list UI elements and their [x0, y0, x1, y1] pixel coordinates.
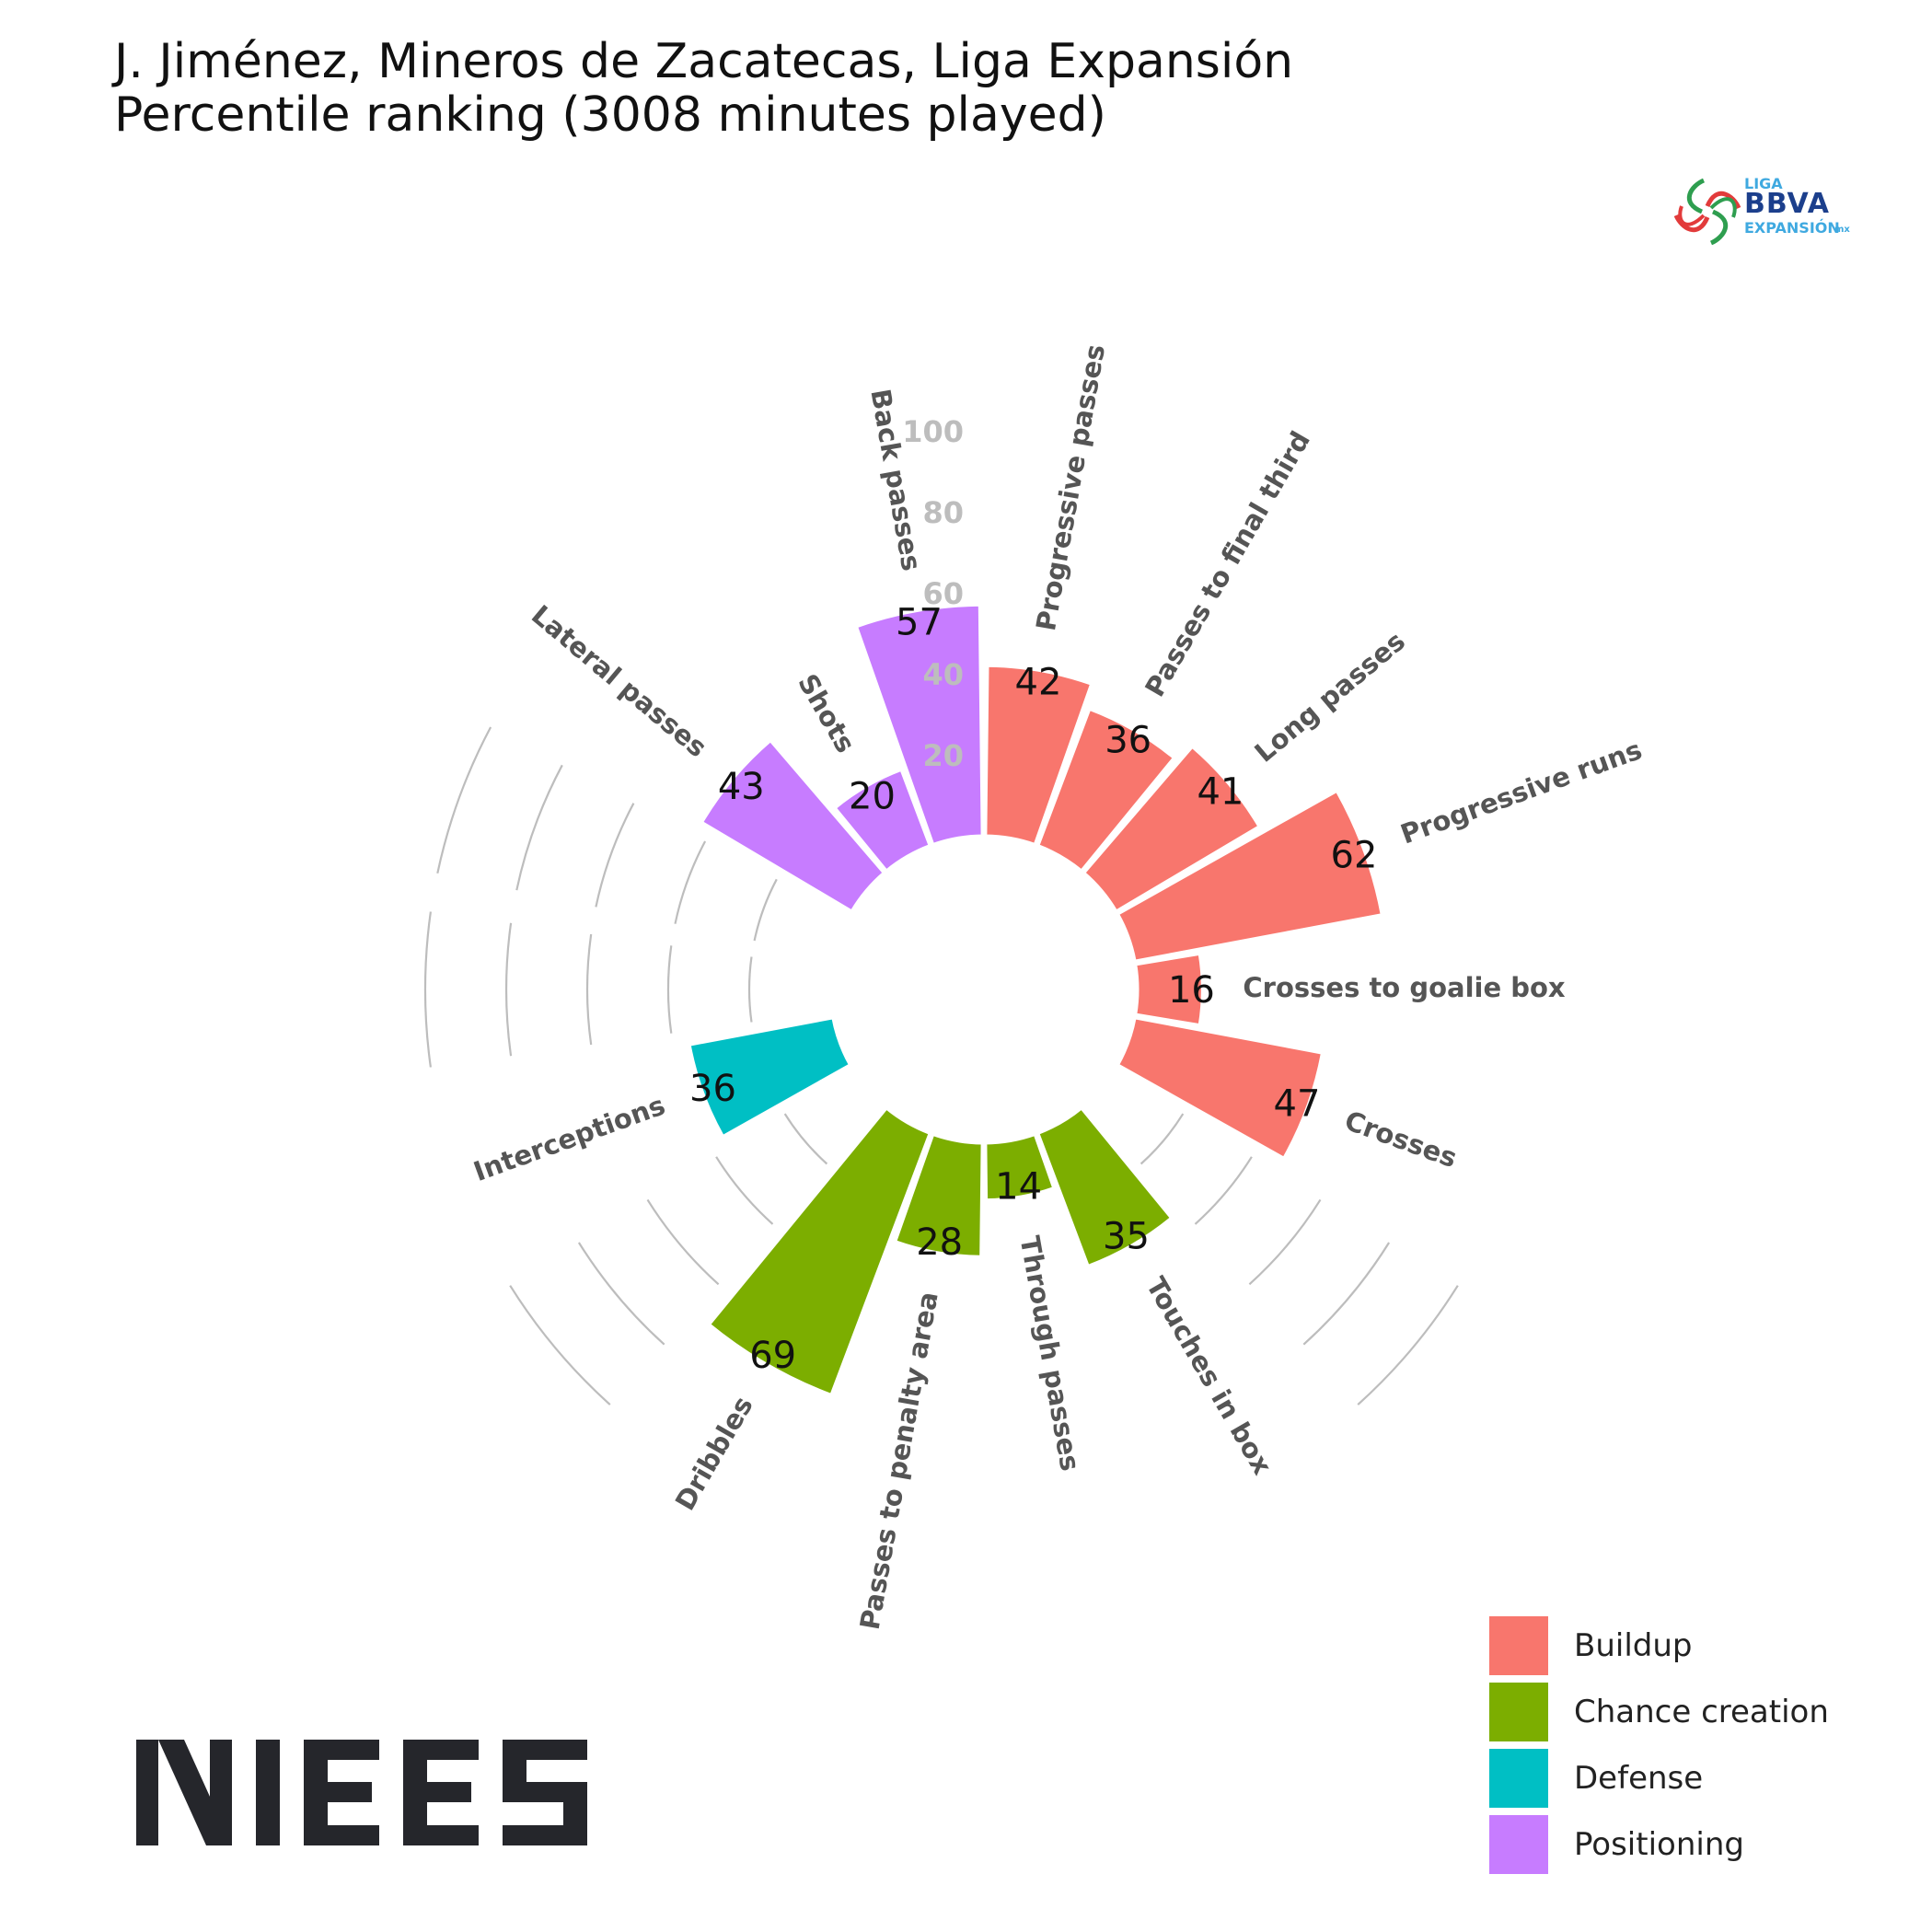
value-label-touches-in-box: 35: [1103, 1216, 1150, 1258]
mx-word: mx: [1834, 225, 1850, 235]
value-label-shots: 20: [849, 776, 896, 818]
bbva-word: BBVA: [1744, 188, 1830, 220]
bar-through-passes: [984, 1132, 1056, 1202]
grid-arc: [1302, 1242, 1391, 1346]
bar-lateral-passes: [700, 738, 886, 913]
value-labels: 42 36 41 62 16 47 35 14 28 69 36 43 20 57: [689, 601, 1377, 1377]
metric-label-crosses: Crosses: [1340, 1105, 1461, 1174]
legend-item-positioning: Positioning: [1489, 1811, 1829, 1878]
legend-label-defense: Defense: [1574, 1760, 1704, 1797]
chart-title: J. Jiménez, Mineros de Zacatecas, Liga E…: [114, 35, 1293, 142]
grid-arc: [515, 764, 563, 891]
value-label-long-passes: 41: [1197, 770, 1244, 813]
metric-label-dribbles: Dribbles: [669, 1391, 759, 1515]
metric-label-crosses-to-goalie-box: Crosses to goalie box: [1243, 972, 1566, 1003]
grid-arc: [753, 878, 778, 942]
metric-label-passes-to-final-third: Passes to final third: [1139, 426, 1316, 702]
legend-label-chance-creation: Chance creation: [1574, 1694, 1829, 1730]
legend-label-positioning: Positioning: [1574, 1826, 1744, 1863]
value-label-lateral-passes: 43: [718, 766, 765, 808]
bar-progressive-runs: [1116, 789, 1383, 963]
grid-arc: [1194, 1156, 1253, 1225]
legend-swatch-buildup: [1489, 1616, 1548, 1675]
metric-labels: Progressive passes Passes to final thirdL…: [469, 342, 1646, 1633]
bar-dribbles: [707, 1105, 932, 1397]
value-label-dribbles: 69: [749, 1335, 796, 1377]
value-label-crosses-to-goalie-box: 16: [1168, 969, 1215, 1012]
radial-tick-label: 40: [922, 657, 964, 692]
title-line-1: J. Jiménez, Mineros de Zacatecas, Liga E…: [114, 34, 1294, 89]
radial-tick-labels: 20 40 60 80 100: [902, 414, 964, 773]
value-label-passes-to-final-third: 36: [1105, 720, 1151, 762]
value-label-back-passes: 57: [896, 601, 943, 643]
metric-label-shots: Shots: [792, 668, 862, 758]
bar-shots: [833, 768, 932, 873]
legend: Buildup Chance creation Defense Position…: [1489, 1613, 1829, 1878]
grid-arc: [509, 1285, 611, 1406]
bar-touches-in-box: [1035, 1105, 1174, 1268]
legend-swatch-defense: [1489, 1749, 1548, 1808]
bar-progressive-passes: [984, 664, 1093, 847]
metric-label-passes-to-penalty-area: Passes to penalty area: [854, 1290, 944, 1632]
bar-passes-to-penalty-area: [893, 1132, 984, 1258]
value-label-passes-to-penalty-area: 28: [916, 1221, 963, 1264]
grid-arc: [577, 1242, 665, 1346]
radial-tick-label: 80: [922, 495, 964, 530]
value-label-progressive-runs: 62: [1331, 835, 1378, 877]
value-label-crosses: 47: [1274, 1083, 1321, 1126]
grid-arc: [504, 922, 513, 1057]
metric-label-through-passes: Through passes: [1014, 1233, 1086, 1474]
expansion-word: EXPANSIÓN: [1744, 219, 1840, 237]
legend-item-defense: Defense: [1489, 1745, 1829, 1811]
metric-label-touches-in-box: Touches in box: [1140, 1272, 1278, 1480]
grid-arc: [715, 1156, 774, 1225]
grid-arc: [423, 911, 432, 1068]
liga-word: LIGA: [1744, 175, 1783, 192]
metric-label-progressive-passes: Progressive passes: [1030, 342, 1111, 633]
bar-interceptions: [688, 1016, 852, 1139]
grid-arc: [595, 803, 635, 908]
bar-long-passes: [1082, 745, 1261, 913]
bars: [688, 603, 1383, 1397]
grid-arc: [585, 933, 593, 1046]
grid-arcs: [423, 726, 1459, 1406]
bar-crosses: [1116, 1016, 1325, 1161]
legend-item-chance-creation: Chance creation: [1489, 1679, 1829, 1745]
legend-label-buildup: Buildup: [1574, 1627, 1693, 1664]
grid-arc: [747, 956, 753, 1023]
grid-arc: [783, 1113, 828, 1165]
legend-swatch-positioning: [1489, 1815, 1548, 1874]
value-label-interceptions: 36: [689, 1068, 736, 1110]
metric-label-interceptions: Interceptions: [469, 1089, 669, 1187]
radial-tick-label: 20: [922, 738, 964, 773]
radial-tick-label: 100: [902, 414, 964, 449]
value-label-through-passes: 14: [995, 1165, 1042, 1208]
bar-crosses-to-goalie-box: [1134, 952, 1204, 1027]
metric-label-progressive-runs: Progressive runs: [1396, 734, 1646, 850]
grid-arc: [674, 840, 707, 924]
legend-swatch-chance-creation: [1489, 1683, 1548, 1741]
nies-logo: [136, 1740, 615, 1845]
bar-back-passes: [854, 603, 984, 847]
metric-label-lateral-passes: Lateral passes: [526, 599, 713, 764]
nies-wordmark-icon: [136, 1740, 587, 1845]
value-label-progressive-passes: 42: [1015, 661, 1062, 703]
grid-arc: [1140, 1113, 1185, 1165]
grid-arc: [1357, 1285, 1459, 1406]
grid-arc: [436, 726, 492, 874]
legend-item-buildup: Buildup: [1489, 1613, 1829, 1679]
liga-expansion-logo: LIGA BBVA EXPANSIÓN mx: [1671, 175, 1855, 249]
radial-tick-label: 60: [922, 576, 964, 611]
grid-arc: [666, 945, 673, 1034]
title-line-2: Percentile ranking (3008 minutes played): [114, 87, 1106, 143]
liga-swirl-icon: [1673, 178, 1741, 246]
metric-label-long-passes: Long passes: [1249, 625, 1411, 769]
bar-passes-to-final-third: [1035, 707, 1176, 873]
grid-arc: [1248, 1198, 1322, 1286]
grid-arc: [646, 1198, 720, 1286]
